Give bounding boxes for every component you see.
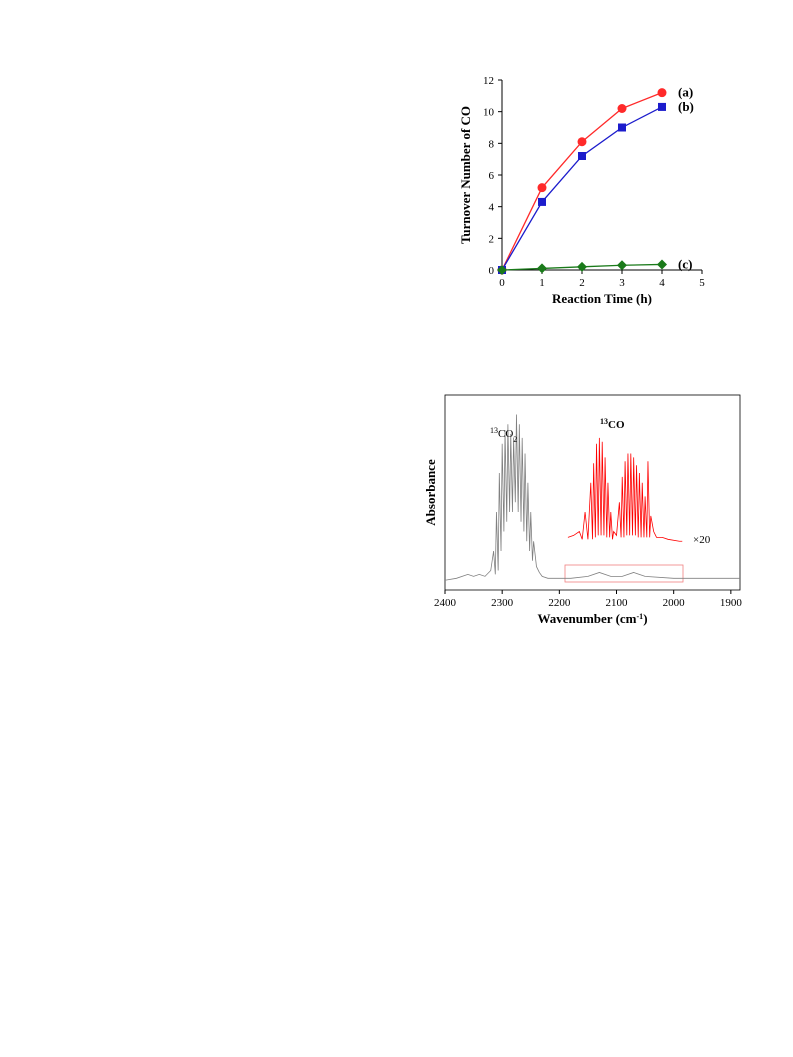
- x-axis-label-end: ): [643, 611, 647, 626]
- x-tick-label: 2300: [491, 597, 514, 609]
- x-tick-label: 2200: [548, 597, 571, 609]
- x-tick-label: 2000: [663, 597, 686, 609]
- x-tick-label: 5: [699, 277, 705, 289]
- x-tick-label: 2400: [434, 597, 457, 609]
- annotation-sup: 13: [600, 417, 608, 426]
- x-axis-label: Wavenumber (cm-1): [537, 611, 647, 626]
- x-tick-label: 4: [659, 277, 665, 289]
- y-tick-label: 12: [483, 75, 494, 87]
- marker: [577, 137, 587, 147]
- x-axis-label: Reaction Time (h): [552, 291, 652, 306]
- x-axis-label-sup: -1: [637, 612, 644, 621]
- marker: [658, 102, 666, 111]
- annotation-sup: 13: [490, 426, 498, 435]
- x-tick-label: 2100: [606, 597, 629, 609]
- marker: [617, 104, 627, 113]
- annotation: 13CO2: [490, 426, 517, 444]
- y-tick-label: 4: [489, 202, 495, 214]
- series-label: (b): [678, 99, 694, 114]
- y-tick-label: 2: [489, 233, 495, 245]
- y-tick-label: 0: [489, 265, 495, 277]
- plot-frame: [444, 394, 741, 591]
- marker: [537, 183, 547, 193]
- marker: [657, 259, 667, 270]
- marker: [617, 260, 627, 271]
- series-label: (c): [678, 256, 692, 271]
- x-axis-label-text: Wavenumber (cm: [537, 611, 636, 626]
- marker: [618, 123, 626, 132]
- annotation-text: ×20: [693, 534, 711, 546]
- x-tick-label: 1900: [720, 597, 743, 609]
- series-line: [444, 414, 740, 581]
- y-tick-label: 10: [483, 107, 495, 119]
- y-tick-label: 8: [489, 138, 495, 150]
- x-tick-label: 1: [539, 277, 545, 289]
- marker: [657, 88, 667, 98]
- y-tick-label: 6: [489, 170, 495, 182]
- marker: [577, 261, 587, 272]
- annotation-text: CO: [608, 419, 625, 431]
- marker: [537, 263, 547, 274]
- annotation-text: CO: [498, 428, 513, 440]
- annotation-sub: 2: [513, 435, 517, 444]
- y-axis-label: Turnover Number of CO: [458, 106, 473, 244]
- marker: [538, 197, 546, 206]
- y-axis-label: Absorbance: [423, 459, 438, 526]
- x-tick-label: 3: [619, 277, 625, 289]
- series-label: (a): [678, 85, 693, 100]
- highlight-box: [564, 564, 684, 583]
- series-line: [567, 437, 683, 542]
- annotation: ×20: [693, 534, 711, 546]
- x-tick-label: 0: [499, 277, 505, 289]
- x-tick-label: 2: [579, 277, 585, 289]
- marker: [497, 265, 507, 275]
- marker: [578, 152, 586, 160]
- annotation: 13CO: [600, 417, 625, 432]
